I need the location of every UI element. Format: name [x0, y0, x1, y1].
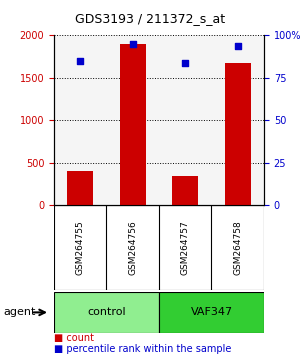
- Text: control: control: [87, 307, 126, 318]
- Text: GSM264758: GSM264758: [233, 221, 242, 275]
- Text: GSM264757: GSM264757: [181, 221, 190, 275]
- Text: ■ percentile rank within the sample: ■ percentile rank within the sample: [54, 344, 231, 354]
- Text: GDS3193 / 211372_s_at: GDS3193 / 211372_s_at: [75, 12, 225, 25]
- FancyBboxPatch shape: [159, 292, 264, 333]
- Text: agent: agent: [3, 307, 35, 318]
- Bar: [120, 44, 146, 205]
- Text: VAF347: VAF347: [190, 307, 232, 318]
- Point: [130, 41, 135, 47]
- Text: GSM264755: GSM264755: [76, 221, 85, 275]
- Bar: [172, 176, 198, 205]
- Bar: [225, 63, 251, 205]
- Point: [183, 60, 188, 65]
- Point: [235, 43, 240, 48]
- Bar: [67, 171, 93, 205]
- Point: [78, 58, 83, 64]
- FancyBboxPatch shape: [54, 292, 159, 333]
- Text: ■ count: ■ count: [54, 333, 94, 343]
- Text: GSM264756: GSM264756: [128, 221, 137, 275]
